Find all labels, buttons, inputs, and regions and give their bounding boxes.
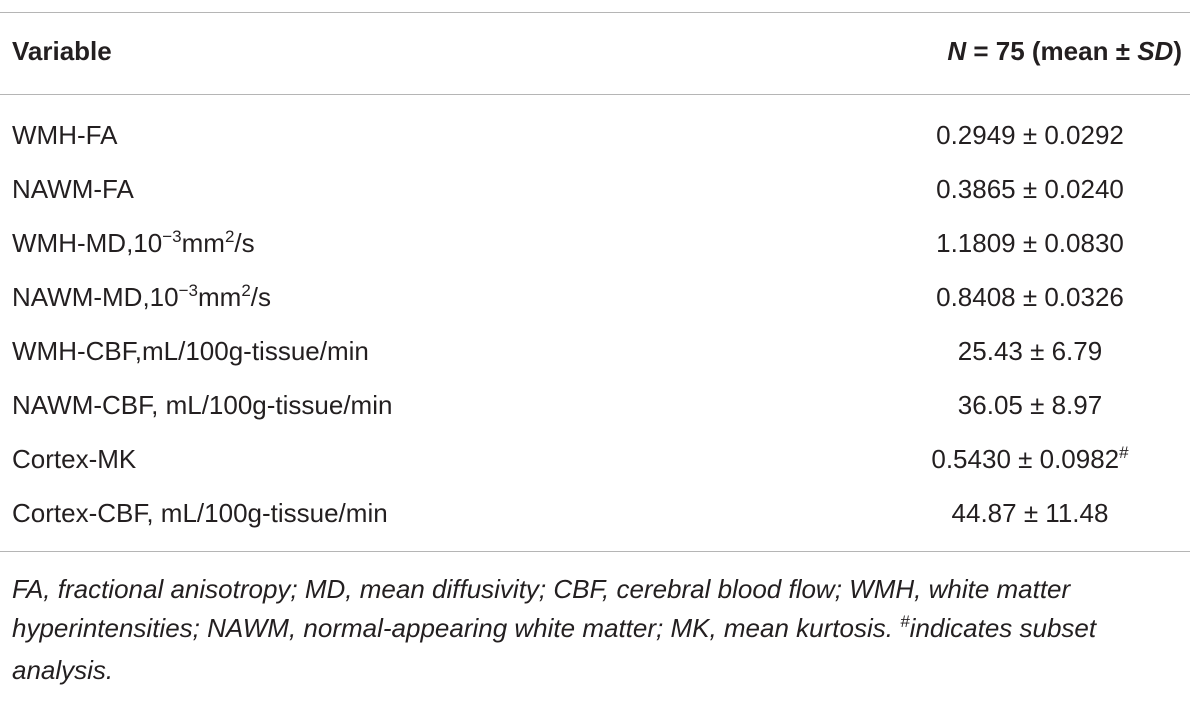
text: /s	[250, 282, 272, 312]
text: NAWM-FA	[12, 174, 134, 204]
text: 44.87 ± 11.48	[951, 498, 1109, 528]
row: NAWM-CBF, mL/100g-tissue/min 36.05 ± 8.9…	[0, 378, 1190, 432]
text: Cortex-MK	[12, 444, 137, 474]
text: NAWM-MD,10	[12, 282, 179, 312]
text: 25.43 ± 6.79	[957, 336, 1103, 366]
superscript: −3	[162, 227, 182, 246]
row: Cortex-CBF, mL/100g-tissue/min 44.87 ± 1…	[0, 486, 1190, 540]
variable: Cortex-MK	[12, 444, 136, 475]
superscript: −3	[178, 281, 198, 300]
row: Cortex-MK 0.5430 ± 0.0982#	[0, 432, 1190, 486]
variable: Cortex-CBF, mL/100g-tissue/min	[12, 498, 388, 529]
variable: WMH-CBF,mL/100g-tissue/min	[12, 336, 369, 367]
superscript: 2	[224, 227, 235, 246]
text: WMH-CBF,mL/100g-tissue/min	[12, 336, 369, 366]
header-value: N = 75 (mean ± SD)	[947, 36, 1182, 67]
header-rule	[0, 94, 1190, 95]
text: NAWM-CBF, mL/100g-tissue/min	[12, 390, 393, 420]
text: WMH-FA	[12, 120, 118, 150]
value: 44.87 ± 11.48	[880, 498, 1180, 529]
header-variable: Variable	[12, 36, 112, 66]
variable: NAWM-CBF, mL/100g-tissue/min	[12, 390, 392, 421]
value: 1.1809 ± 0.0830	[880, 228, 1180, 259]
variable: NAWM-FA	[12, 174, 134, 205]
text: 36.05 ± 8.97	[957, 390, 1103, 420]
value: 36.05 ± 8.97	[880, 390, 1180, 421]
text: 0.3865 ± 0.0240	[936, 174, 1124, 204]
text: Cortex-CBF, mL/100g-tissue/min	[12, 498, 388, 528]
header-part: )	[1173, 36, 1182, 66]
text: 0.5430 ± 0.0982	[931, 444, 1120, 474]
header-part: = 75 (mean ±	[966, 36, 1138, 66]
header-part: N	[947, 36, 967, 66]
text: WMH-MD,10	[12, 228, 163, 258]
value: 0.3865 ± 0.0240	[880, 174, 1180, 205]
text: 1.1809 ± 0.0830	[936, 228, 1124, 258]
header-part: SD	[1137, 36, 1174, 66]
bottom-rule	[0, 551, 1190, 552]
text: mm	[181, 228, 225, 258]
text: mm	[197, 282, 242, 312]
variable: WMH-FA	[12, 120, 117, 151]
text: 0.8408 ± 0.0326	[936, 282, 1124, 312]
text: 0.2949 ± 0.0292	[936, 120, 1124, 150]
top-rule	[0, 12, 1190, 13]
row: NAWM-FA 0.3865 ± 0.0240	[0, 162, 1190, 216]
row: NAWM-MD,10−3mm2/s 0.8408 ± 0.0326	[0, 270, 1190, 324]
value: 0.8408 ± 0.0326	[880, 282, 1180, 313]
superscript: #	[900, 612, 910, 631]
text: /s	[234, 228, 255, 258]
footnote: FA, fractional anisotropy; MD, mean diff…	[12, 570, 1187, 690]
text: FA, fractional anisotropy; MD, mean diff…	[12, 574, 1071, 643]
superscript: #	[1119, 443, 1129, 462]
value: 25.43 ± 6.79	[880, 336, 1180, 367]
value: 0.5430 ± 0.0982#	[880, 443, 1180, 475]
value: 0.2949 ± 0.0292	[880, 120, 1180, 151]
variable: WMH-MD,10−3mm2/s	[12, 227, 255, 259]
row: WMH-CBF,mL/100g-tissue/min 25.43 ± 6.79	[0, 324, 1190, 378]
row: WMH-MD,10−3mm2/s 1.1809 ± 0.0830	[0, 216, 1190, 270]
text: indicates subset analysis.	[12, 613, 1097, 685]
superscript: 2	[241, 281, 251, 300]
variable: NAWM-MD,10−3mm2/s	[12, 281, 272, 313]
row: WMH-FA 0.2949 ± 0.0292	[0, 108, 1190, 162]
